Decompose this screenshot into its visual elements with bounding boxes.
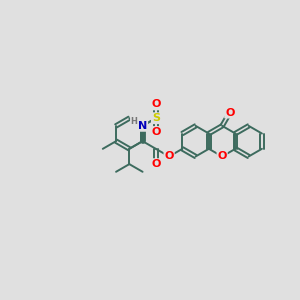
Text: S: S: [152, 113, 160, 123]
Text: O: O: [151, 99, 160, 110]
Text: O: O: [218, 152, 227, 161]
Text: O: O: [164, 152, 174, 161]
Text: H: H: [131, 117, 138, 126]
Text: O: O: [151, 159, 160, 169]
Text: O: O: [225, 108, 235, 118]
Text: O: O: [151, 127, 160, 137]
Text: N: N: [138, 121, 147, 131]
